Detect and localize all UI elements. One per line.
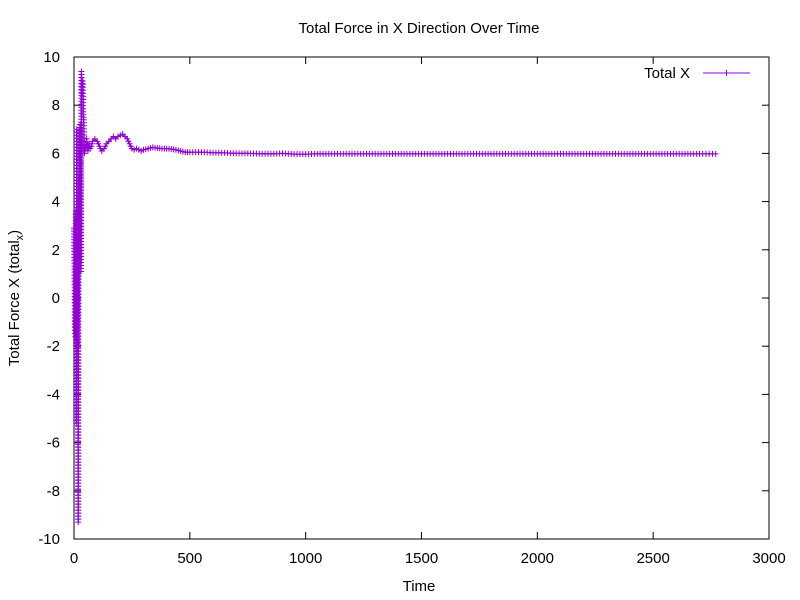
x-tick-label: 1500 (405, 550, 438, 567)
y-tick-label: 4 (52, 194, 60, 211)
y-tick-label: -10 (38, 531, 60, 548)
y-axis-label-main: Total Force X (total (6, 240, 23, 366)
y-tick-label: 10 (43, 49, 60, 66)
y-axis-label-close: ) (6, 230, 23, 235)
legend-marker-plus (723, 70, 730, 76)
series-markers-total-x (71, 68, 719, 526)
series-line-total-x (73, 71, 716, 523)
y-axis-label: Total Force X (totalx) (6, 230, 26, 366)
series-marker (712, 150, 719, 157)
x-tick-label: 1000 (289, 550, 322, 567)
y-tick-label: 0 (52, 290, 60, 307)
legend-label-total-x: Total X (644, 65, 690, 82)
y-tick-label: -8 (47, 483, 60, 500)
x-tick-label: 0 (70, 550, 78, 567)
series-layer (71, 68, 719, 526)
x-axis-ticks: 0 500 1000 1500 2000 2500 3000 (70, 57, 786, 567)
legend: Total X (644, 65, 750, 82)
x-tick-label: 2500 (636, 550, 669, 567)
chart-title: Total Force in X Direction Over Time (299, 20, 540, 37)
y-axis-ticks: -10 -8 -6 -4 -2 0 2 4 6 8 10 (38, 49, 769, 548)
x-axis-label: Time (403, 578, 436, 595)
x-tick-label: 500 (177, 550, 202, 567)
y-tick-label: 6 (52, 145, 60, 162)
y-tick-label: -4 (47, 386, 60, 403)
x-tick-label: 2000 (521, 550, 554, 567)
y-tick-label: -2 (47, 338, 60, 355)
y-tick-label: 2 (52, 242, 60, 259)
y-axis-label-subscript: x (14, 234, 26, 240)
x-tick-label: 3000 (752, 550, 785, 567)
y-tick-label: 8 (52, 97, 60, 114)
legend-marker-shape (723, 70, 730, 76)
plot-frame (73, 56, 770, 540)
y-tick-label: -6 (47, 435, 60, 452)
